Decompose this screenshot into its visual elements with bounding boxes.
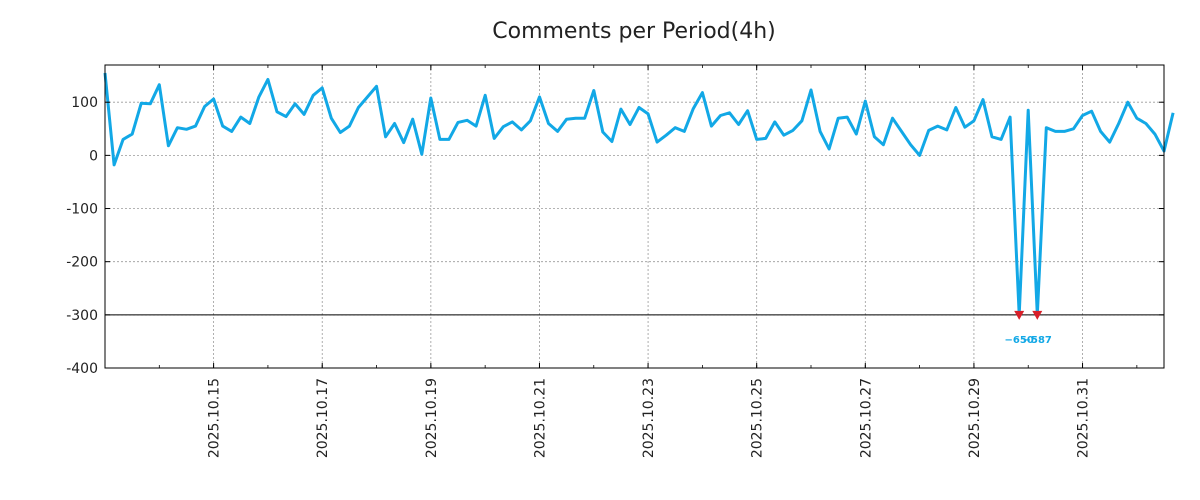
y-tick-label: 100 bbox=[71, 95, 98, 111]
y-tick-label: -400 bbox=[66, 361, 98, 377]
y-tick-label: -100 bbox=[66, 202, 98, 218]
x-tick-label: 2025.10.17 bbox=[315, 378, 331, 458]
clipped-point-label: −650 bbox=[1005, 335, 1034, 346]
x-tick-label: 2025.10.25 bbox=[750, 378, 766, 458]
clipped-markers: −650−587 bbox=[1005, 310, 1052, 346]
series-line bbox=[103, 72, 1175, 317]
x-tick-label: 2025.10.27 bbox=[858, 378, 874, 458]
y-tick-label: 0 bbox=[89, 148, 98, 164]
clipped-point-marker bbox=[1032, 310, 1043, 320]
x-tick-label: 2025.10.15 bbox=[207, 378, 223, 458]
x-tick-label: 2025.10.23 bbox=[641, 378, 657, 458]
clipped-point-label: −587 bbox=[1023, 335, 1052, 346]
x-tick-label: 2025.10.31 bbox=[1076, 378, 1092, 458]
x-tick-label: 2025.10.21 bbox=[532, 378, 548, 458]
x-tick-label: 2025.10.29 bbox=[967, 378, 983, 458]
plot-frame bbox=[104, 64, 1165, 369]
axis-ticks: 100 0 -100 -200 -300 -400 2025.10.15 2025.10.17… bbox=[66, 65, 1164, 458]
grid-lines bbox=[105, 65, 1164, 368]
y-tick-label: -200 bbox=[66, 255, 98, 271]
chart-title: Comments per Period(4h) bbox=[492, 19, 776, 44]
series-group bbox=[103, 72, 1175, 317]
y-tick-label: -300 bbox=[66, 308, 98, 324]
x-tick-label: 2025.10.19 bbox=[424, 378, 440, 458]
clipped-point-marker bbox=[1014, 310, 1025, 320]
